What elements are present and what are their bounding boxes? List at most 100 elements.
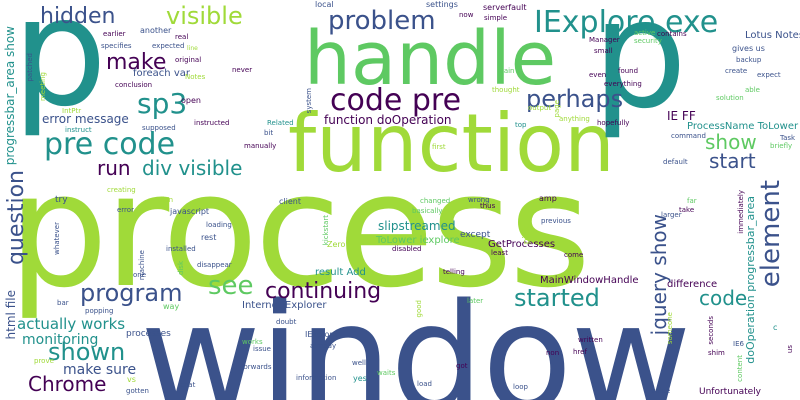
word-forwards: forwards: [241, 363, 272, 371]
word-issue: issue: [253, 345, 271, 353]
word-well: well: [352, 359, 366, 367]
word-real: real: [175, 33, 189, 41]
word-slipstreamed: slipstreamed: [378, 219, 456, 233]
word-program: program: [80, 279, 183, 307]
word-command: command: [671, 132, 706, 140]
word-p-right: p: [592, 0, 688, 142]
word-supposed: supposed: [142, 124, 176, 132]
word-found: found: [618, 67, 639, 75]
word-earlier: earlier: [103, 30, 126, 38]
word-installed: installed: [166, 245, 196, 253]
word-iexplore-exe: IExplore exe: [534, 5, 719, 40]
word-simple: simple: [484, 14, 508, 22]
word-try: try: [55, 195, 68, 205]
word-disk: disk: [177, 261, 185, 276]
word-element: element: [756, 180, 786, 288]
word-serverfault: serverfault: [483, 3, 527, 12]
word-popping: popping: [85, 307, 114, 315]
word-later: later: [467, 297, 484, 305]
word-anything: anything: [559, 115, 590, 123]
word-disabled: disabled: [392, 245, 422, 253]
word-thought: thought: [492, 86, 520, 94]
word-everything: everything: [604, 80, 642, 88]
word-start: start: [709, 149, 756, 173]
word-mainwindowhandle: MainWindowHandle: [540, 275, 639, 286]
word-href: href: [573, 348, 587, 356]
word-shim: shim: [708, 349, 725, 357]
word-come: come: [564, 251, 584, 259]
word-p-left: p: [12, 0, 108, 140]
word-actually-works: actually works: [17, 315, 126, 333]
word-progressbar-area-show: progressbar_area show: [3, 26, 17, 166]
word-patched: patched: [26, 53, 34, 82]
word-instruct: instruct: [65, 126, 92, 134]
word-thus: thus: [480, 202, 496, 210]
word-error-message: error message: [42, 112, 129, 126]
word-written: written: [578, 336, 603, 344]
word-client: client: [279, 197, 301, 206]
word-seconds: seconds: [707, 316, 715, 345]
word-telling: telling: [443, 268, 465, 276]
word-dooperation-progressbar-area: doOperation progressbar_area: [744, 196, 757, 364]
word-see: see: [208, 271, 254, 301]
word-first: first: [432, 143, 446, 151]
word-specifies: specifies: [101, 42, 132, 50]
word-make: make: [106, 50, 167, 75]
word-original: original: [175, 56, 202, 64]
word-way: way: [163, 302, 180, 311]
word-contains: contains: [657, 30, 687, 38]
word-plan: plan: [158, 196, 174, 204]
word-run: run: [97, 156, 131, 180]
word-html-file: html file: [4, 290, 18, 340]
word-task: Task: [780, 134, 796, 142]
word-able: able: [745, 86, 760, 94]
word-doubt: doubt: [276, 318, 297, 326]
word-expect: expect: [757, 71, 781, 79]
word-previous: previous: [541, 217, 571, 225]
word-never: never: [232, 66, 253, 74]
word-bit: bit: [264, 129, 274, 137]
word-except: except: [460, 230, 491, 240]
word-least: least: [491, 249, 508, 257]
word-yes: yes: [353, 374, 367, 383]
word-result-add: result Add: [315, 267, 366, 278]
word-question: question: [4, 170, 29, 266]
word-notes: Notes: [185, 73, 206, 81]
word-handle: handle: [304, 16, 557, 102]
word-show: show: [705, 130, 757, 154]
word-one: one: [133, 271, 147, 279]
word-backup: backup: [736, 56, 762, 64]
word-now: now: [459, 11, 474, 19]
word-window: window: [140, 272, 692, 400]
word-hidden: hidden: [40, 4, 116, 29]
word-zero: Zero: [327, 240, 346, 249]
word-larger: larger: [661, 211, 682, 219]
word-amp: amp: [539, 194, 557, 203]
word-prove: prove: [34, 357, 54, 365]
word-pick: pick: [522, 226, 532, 245]
word-sp3: sp3: [137, 87, 188, 120]
word-started: started: [514, 284, 600, 312]
word-continuing: continuing: [265, 279, 382, 304]
word-conclusion: conclusion: [115, 81, 153, 89]
word-instructed: instructed: [194, 119, 230, 127]
word-another: another: [140, 26, 172, 35]
word-load: load: [417, 380, 432, 388]
word-active: active: [634, 29, 656, 37]
word-gives-us: gives us: [732, 44, 765, 53]
word-bar: bar: [57, 299, 69, 307]
word-pre-code: pre code: [44, 127, 176, 162]
word-function-dooperation: function doOperation: [324, 113, 452, 127]
word-hopefully: hopefully: [597, 119, 630, 127]
word-visible: visible: [166, 2, 243, 30]
word-take: take: [679, 206, 695, 214]
word-related: Related: [267, 119, 294, 127]
word-top: top: [515, 121, 527, 129]
word-local: local: [315, 0, 334, 9]
word-solution: solution: [716, 94, 744, 102]
word-page: page: [553, 100, 561, 118]
word-error: error: [117, 206, 134, 214]
word-tolower-iexplore: ToLower iexplore: [376, 235, 460, 246]
word-perhaps: perhaps: [526, 85, 624, 113]
